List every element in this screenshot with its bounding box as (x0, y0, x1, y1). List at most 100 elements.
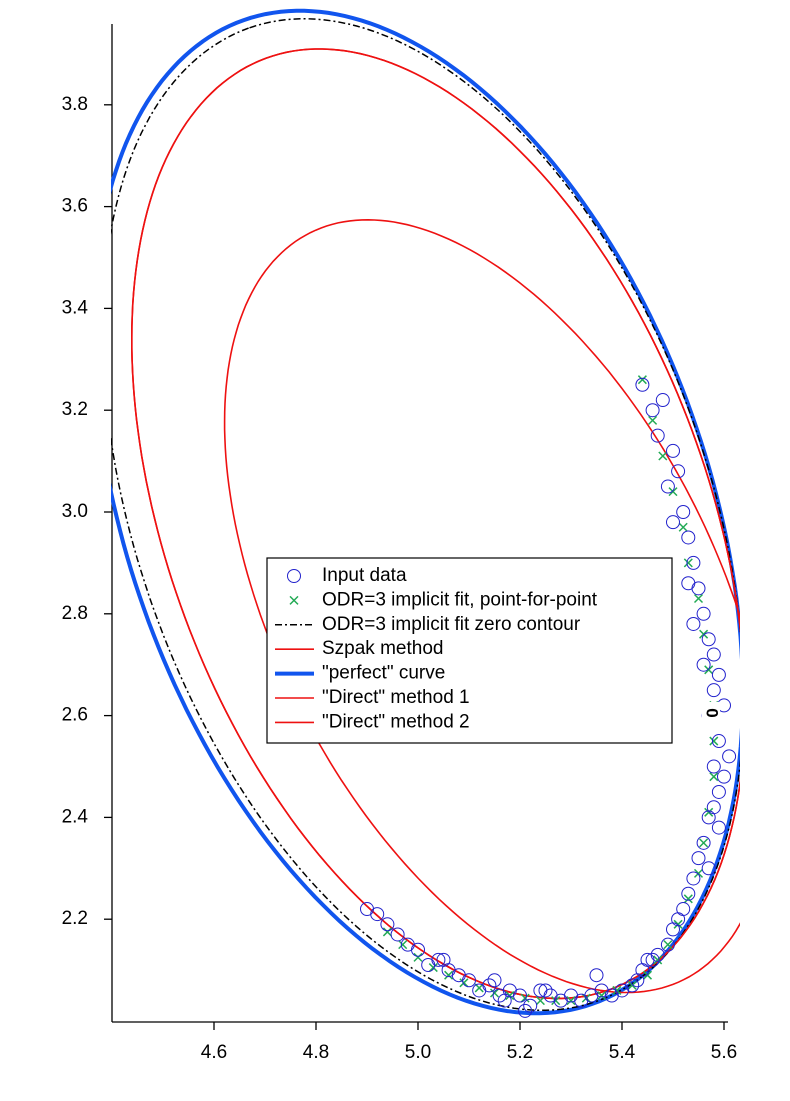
input-data-point (492, 988, 507, 1003)
odr-point-stroke (693, 868, 704, 878)
input-data-point (635, 377, 650, 392)
input-data-point (681, 530, 696, 545)
odr-point-marker (428, 963, 438, 973)
odr-point-marker (489, 988, 500, 998)
input-data-point (666, 443, 680, 458)
legend-label: "Direct" method 1 (322, 687, 470, 708)
odr-point-marker (693, 868, 704, 878)
x-tick-label: 5.0 (405, 1042, 431, 1063)
legend-entry-perfect: "perfect" curve (275, 663, 445, 684)
odr-point-stroke (627, 980, 637, 990)
input-data-point (696, 606, 711, 621)
odr-point-stroke (699, 629, 709, 639)
odr-point-stroke (683, 894, 693, 904)
y-tick-label: 2.6 (62, 705, 88, 726)
input-data-point (711, 734, 726, 749)
input-data-point (518, 1003, 533, 1018)
input-data-point (487, 973, 502, 988)
input-data-point (655, 393, 670, 408)
odr-point-marker (653, 955, 663, 965)
input-data-point (706, 800, 721, 815)
odr-point-marker (413, 952, 423, 962)
odr-point-stroke (535, 996, 545, 1006)
input-data-point (538, 983, 553, 998)
odr-point-stroke (683, 558, 693, 568)
input-data-point (645, 952, 660, 967)
odr-point-stroke (709, 736, 719, 746)
x-tick-label: 5.6 (711, 1042, 737, 1063)
odr-point-stroke (699, 838, 709, 848)
odr-point-marker (382, 927, 392, 937)
legend-entry-odr-points: ODR=3 implicit fit, point-for-point (289, 589, 598, 610)
input-data-point (701, 810, 716, 825)
legend-label: "perfect" curve (322, 663, 445, 684)
odr-point-stroke (566, 996, 576, 1006)
input-data-point (380, 917, 395, 932)
input-data-point (711, 667, 726, 682)
input-data-point (691, 851, 706, 866)
input-data-point (701, 632, 716, 647)
odr-point-stroke (653, 955, 663, 965)
direct-method-1-curve (131, 48, 740, 1000)
legend-entry-szpak: Szpak method (275, 638, 443, 659)
y-tick-label: 3.2 (62, 399, 88, 420)
odr-point-stroke (413, 952, 423, 962)
input-data-point (676, 505, 691, 519)
x-tick-label: 5.2 (507, 1042, 533, 1063)
input-data-point (717, 769, 731, 784)
odr-point-stroke (709, 772, 719, 782)
input-data-point (711, 784, 726, 799)
odr-point-marker (699, 629, 709, 639)
input-data-point (472, 983, 487, 998)
odr-point-marker (597, 991, 607, 1001)
x-tick-label: 4.8 (303, 1042, 329, 1063)
input-data-point (706, 647, 721, 662)
input-data-point (696, 657, 711, 672)
input-data-point (533, 983, 548, 998)
odr-point-marker (658, 451, 668, 461)
odr-point-stroke (673, 919, 683, 929)
odr-point-marker (683, 894, 693, 904)
input-data-point (411, 942, 425, 957)
odr-zero-contour-curve (111, 18, 740, 1012)
odr-point-marker (505, 991, 515, 1001)
odr-point-marker (704, 807, 714, 817)
legend-label: "Direct" method 2 (322, 711, 470, 732)
odr-point-stroke (637, 375, 647, 385)
odr-point-stroke (693, 593, 704, 604)
odr-point-marker (398, 940, 408, 950)
axes: 2.2 2.4 2.6 2.8 3.0 3.2 3.4 3.6 3.8 4.6 4.8 5.0 5.2 5… (62, 24, 737, 1063)
fit-curves (111, 8, 740, 1016)
odr-point-marker (683, 558, 693, 568)
odr-point-stroke (520, 993, 530, 1003)
input-data-point (523, 998, 538, 1013)
odr-point-stroke (551, 996, 561, 1006)
odr-point-marker (627, 980, 637, 990)
input-data-point (686, 555, 701, 570)
odr-point-marker (699, 838, 709, 848)
input-data-point (660, 479, 675, 494)
legend-label: ODR=3 implicit fit, point-for-point (322, 589, 598, 610)
input-data-point (722, 749, 737, 764)
odr-point-stroke (704, 665, 714, 675)
legend-entry-direct-2: "Direct" method 2 (275, 711, 470, 732)
odr-point-marker (551, 996, 561, 1006)
odr-point-marker (581, 993, 591, 1003)
contour-label-background (702, 702, 720, 724)
input-data-point (706, 759, 721, 774)
odr-point-marker (642, 970, 653, 980)
odr-point-marker (678, 522, 688, 532)
y-tick-label: 3.6 (62, 196, 88, 217)
input-data-point (681, 576, 696, 591)
input-data-point (421, 958, 436, 973)
legend: Input data ODR=3 implicit fit, point-for-… (266, 557, 673, 744)
odr-point-stroke (668, 487, 678, 497)
input-data-point (691, 581, 706, 596)
odr-point-marker (566, 996, 576, 1006)
odr-point-stroke (663, 940, 673, 950)
odr-point-marker (459, 978, 469, 988)
input-data-point (630, 973, 645, 988)
odr-point-marker (704, 665, 714, 675)
input-data-point (645, 403, 660, 418)
input-data-point (360, 902, 374, 917)
